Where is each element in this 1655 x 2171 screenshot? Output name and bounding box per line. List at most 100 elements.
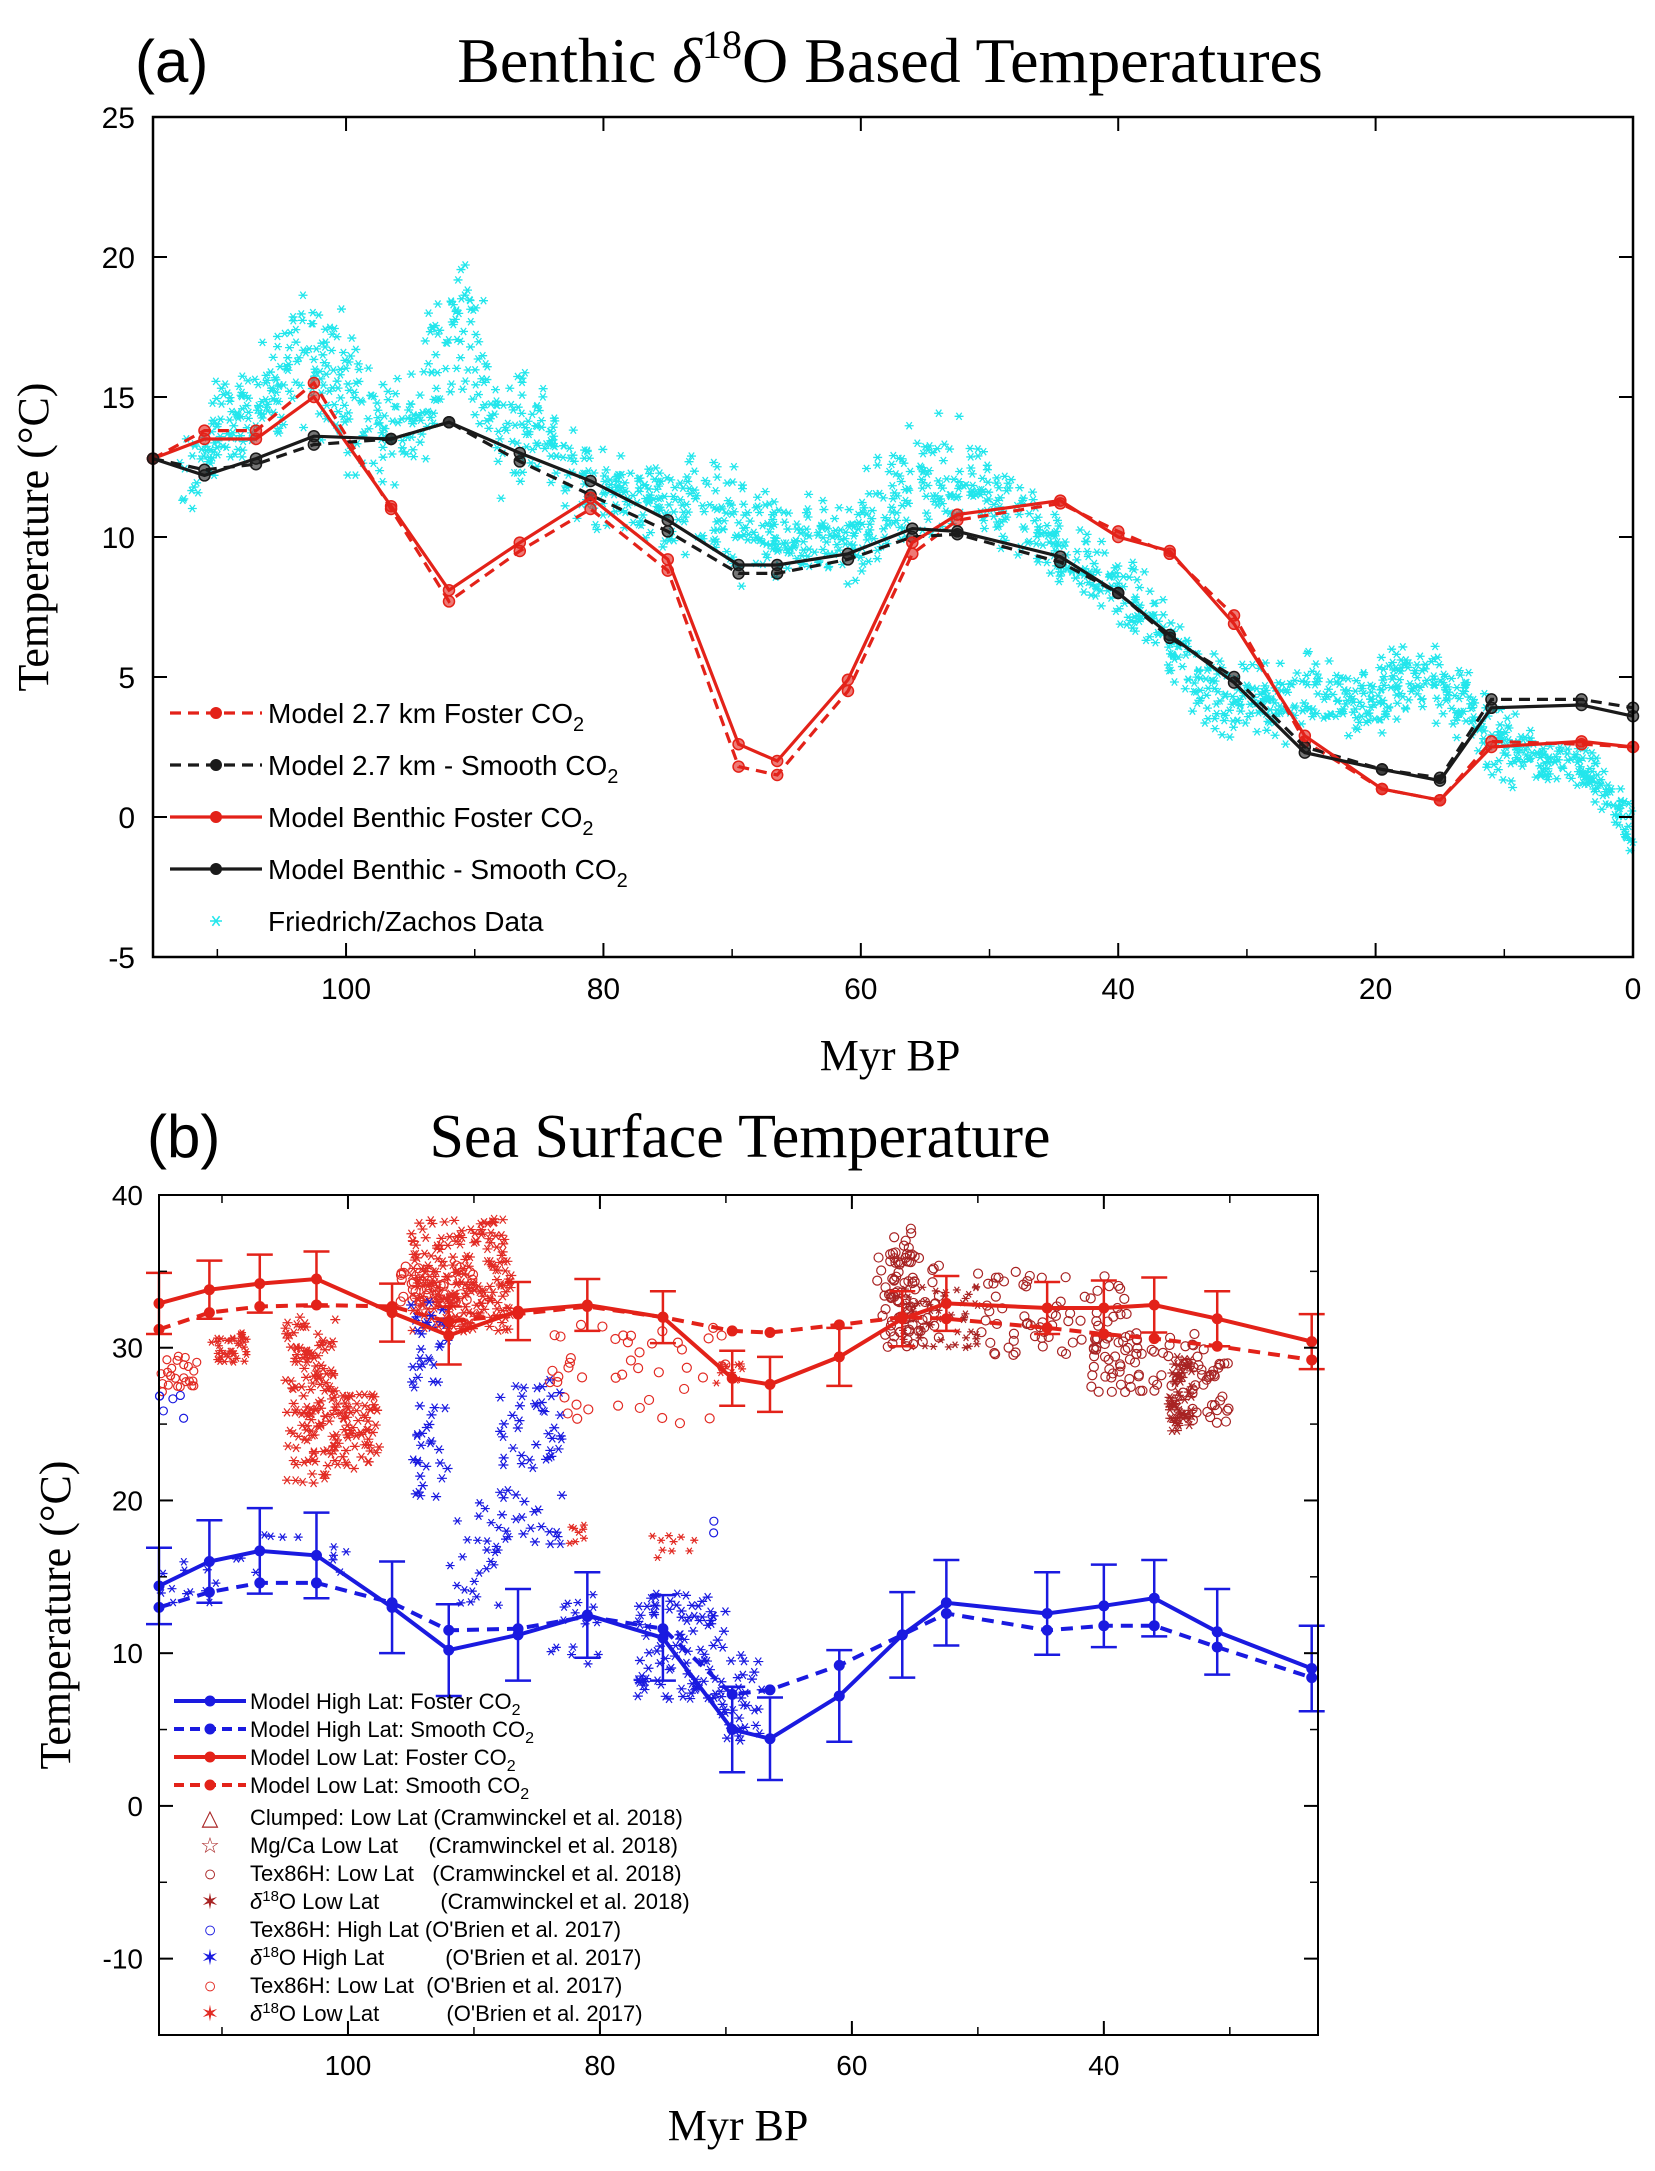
proxy-point bbox=[1198, 1344, 1209, 1355]
proxy-point bbox=[514, 1416, 525, 1426]
series-point-b-3 bbox=[764, 1326, 776, 1338]
proxy-point bbox=[286, 1376, 297, 1386]
friedrich-zachos-point bbox=[1114, 604, 1124, 613]
proxy-point bbox=[546, 1391, 557, 1401]
proxy-point bbox=[674, 1630, 685, 1640]
friedrich-zachos-point bbox=[933, 476, 943, 485]
friedrich-zachos-point bbox=[221, 443, 231, 452]
friedrich-zachos-point bbox=[369, 392, 379, 401]
proxy-point bbox=[735, 1650, 746, 1660]
proxy-point bbox=[1206, 1400, 1218, 1411]
proxy-point bbox=[653, 1367, 664, 1378]
friedrich-zachos-point bbox=[1431, 719, 1441, 728]
proxy-point bbox=[1109, 1351, 1121, 1362]
friedrich-zachos-point bbox=[378, 477, 388, 486]
proxy-point bbox=[709, 1528, 719, 1538]
proxy-point bbox=[345, 1426, 356, 1435]
proxy-point bbox=[918, 1283, 927, 1291]
proxy-point bbox=[452, 1581, 462, 1590]
friedrich-zachos-point bbox=[682, 500, 692, 509]
proxy-point bbox=[537, 1406, 548, 1415]
proxy-point bbox=[887, 1273, 898, 1284]
friedrich-zachos-point bbox=[520, 368, 530, 377]
series-point-a-3 bbox=[770, 558, 784, 572]
friedrich-zachos-point bbox=[1616, 784, 1626, 793]
proxy-point bbox=[333, 1438, 344, 1448]
friedrich-zachos-point bbox=[1164, 666, 1174, 675]
friedrich-zachos-point bbox=[1134, 617, 1144, 626]
proxy-point bbox=[544, 1453, 555, 1462]
proxy-point bbox=[571, 1538, 580, 1546]
friedrich-zachos-point bbox=[1366, 688, 1376, 697]
proxy-point bbox=[990, 1349, 1001, 1360]
proxy-point bbox=[980, 1315, 991, 1326]
series-point-a-2 bbox=[661, 553, 675, 566]
series-point-a-3 bbox=[249, 452, 263, 465]
friedrich-zachos-point bbox=[1446, 674, 1456, 683]
friedrich-zachos-point bbox=[335, 370, 345, 379]
friedrich-zachos-point bbox=[558, 441, 568, 450]
proxy-point bbox=[372, 1405, 383, 1415]
proxy-point bbox=[370, 1420, 381, 1430]
proxy-point bbox=[901, 1249, 913, 1260]
friedrich-zachos-point bbox=[601, 465, 611, 474]
friedrich-zachos-point bbox=[765, 541, 775, 550]
proxy-point bbox=[632, 1691, 643, 1701]
friedrich-zachos-point bbox=[905, 467, 915, 476]
friedrich-zachos-point bbox=[899, 459, 909, 468]
proxy-point bbox=[1117, 1336, 1129, 1347]
series-point-a-2 bbox=[584, 491, 597, 505]
friedrich-zachos-point bbox=[792, 520, 802, 529]
proxy-point bbox=[651, 1646, 662, 1656]
proxy-point bbox=[639, 1677, 650, 1687]
proxy-point bbox=[417, 1224, 428, 1234]
proxy-point bbox=[960, 1314, 969, 1322]
proxy-point bbox=[653, 1554, 662, 1562]
friedrich-zachos-point bbox=[961, 480, 971, 489]
proxy-point bbox=[341, 1446, 352, 1455]
friedrich-zachos-point bbox=[932, 501, 942, 510]
friedrich-zachos-point bbox=[431, 384, 441, 393]
proxy-point bbox=[288, 1399, 299, 1408]
friedrich-zachos-point bbox=[569, 457, 579, 466]
series-point-b-1 bbox=[581, 1611, 593, 1623]
friedrich-zachos-point bbox=[503, 419, 513, 428]
proxy-point bbox=[1169, 1359, 1180, 1369]
proxy-point bbox=[612, 1400, 624, 1411]
series-point-a-2 bbox=[951, 508, 964, 521]
series-point-b-1 bbox=[1148, 1620, 1160, 1632]
proxy-point bbox=[482, 1537, 492, 1546]
friedrich-zachos-point bbox=[527, 410, 537, 419]
friedrich-zachos-point bbox=[1615, 804, 1625, 813]
proxy-point bbox=[931, 1287, 940, 1295]
friedrich-zachos-point bbox=[512, 469, 522, 477]
proxy-point bbox=[431, 1295, 442, 1306]
friedrich-zachos-point bbox=[1150, 638, 1160, 647]
proxy-point bbox=[555, 1539, 566, 1549]
friedrich-zachos-point bbox=[340, 401, 350, 410]
friedrich-zachos-point bbox=[484, 424, 494, 433]
proxy-point bbox=[474, 1308, 485, 1318]
proxy-point bbox=[1008, 1328, 1020, 1339]
friedrich-zachos-point bbox=[415, 391, 425, 400]
proxy-point bbox=[722, 1733, 733, 1743]
proxy-point bbox=[1115, 1309, 1126, 1320]
proxy-point bbox=[328, 1370, 339, 1380]
proxy-point bbox=[438, 1289, 449, 1300]
proxy-point bbox=[299, 1458, 310, 1467]
friedrich-zachos-point bbox=[892, 508, 902, 517]
proxy-point bbox=[426, 1251, 437, 1261]
friedrich-zachos-point bbox=[1438, 709, 1448, 718]
friedrich-zachos-point bbox=[1180, 684, 1190, 693]
y-tick-label-b: 10 bbox=[112, 1638, 143, 1669]
friedrich-zachos-point bbox=[1110, 563, 1120, 572]
friedrich-zachos-point bbox=[252, 406, 262, 415]
friedrich-zachos-point bbox=[1202, 704, 1212, 713]
proxy-point bbox=[576, 1372, 588, 1383]
proxy-point bbox=[465, 1225, 476, 1234]
proxy-point bbox=[677, 1533, 686, 1541]
proxy-point bbox=[686, 1601, 697, 1610]
proxy-point bbox=[353, 1416, 364, 1425]
proxy-point bbox=[555, 1431, 566, 1441]
proxy-point bbox=[327, 1337, 338, 1346]
